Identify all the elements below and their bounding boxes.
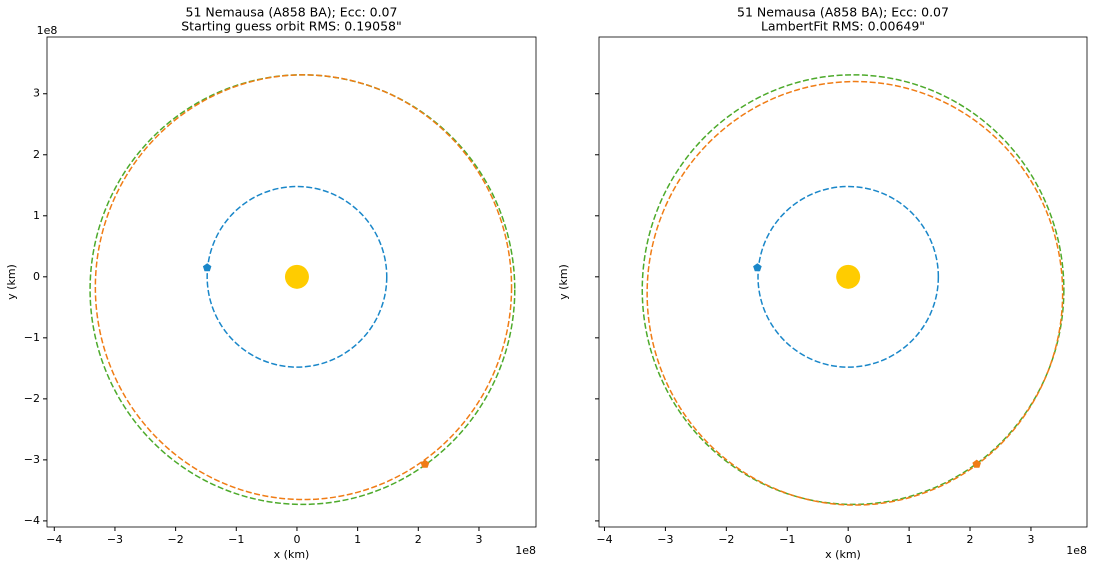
x-tick-label: 0 — [845, 533, 852, 546]
position-marker — [972, 459, 981, 468]
x-tick-label: −4 — [46, 533, 62, 546]
x-axis-label: x (km) — [274, 548, 310, 561]
x-tick-label: 3 — [475, 533, 482, 546]
x-tick-label: −1 — [228, 533, 244, 546]
x-tick-label: 1 — [354, 533, 361, 546]
chart-subtitle: Starting guess orbit RMS: 0.19058" — [181, 19, 401, 34]
y-tick-label: 1 — [33, 209, 40, 222]
x-tick-label: −3 — [657, 533, 673, 546]
chart-subtitle: LambertFit RMS: 0.00649" — [761, 19, 925, 34]
axes-frame — [598, 36, 1088, 528]
y-tick-label: −1 — [24, 331, 40, 344]
x-tick-label: −2 — [168, 533, 184, 546]
y-axis-label: y (km) — [557, 264, 570, 300]
orbit — [206, 185, 388, 368]
x-tick-label: 0 — [293, 533, 300, 546]
y-offset-label: 1e8 — [37, 24, 58, 37]
x-tick-label: −4 — [596, 533, 612, 546]
plot-marks — [641, 74, 1065, 506]
plot-marks — [89, 74, 516, 506]
x-tick-label: 2 — [967, 533, 974, 546]
y-tick-label: 3 — [33, 87, 40, 100]
x-offset-label: 1e8 — [1066, 544, 1087, 557]
x-tick-label: −2 — [718, 533, 734, 546]
orbit — [94, 74, 513, 501]
y-tick-label: 0 — [33, 270, 40, 283]
y-tick-label: −2 — [24, 392, 40, 405]
sun — [836, 264, 861, 289]
orbit — [757, 185, 940, 368]
x-tick-label: −3 — [107, 533, 123, 546]
y-axis-label: y (km) — [5, 264, 18, 300]
x-tick-label: −1 — [779, 533, 795, 546]
sun — [284, 264, 309, 289]
chart-title: 51 Nemausa (A858 BA); Ecc: 0.07 — [186, 5, 398, 20]
x-tick-label: 3 — [1027, 533, 1034, 546]
x-offset-label: 1e8 — [515, 544, 536, 557]
x-tick-label: 1 — [906, 533, 913, 546]
y-tick-label: 2 — [33, 148, 40, 161]
orbit — [641, 74, 1065, 506]
position-marker — [420, 459, 430, 468]
y-tick-label: −4 — [24, 514, 40, 527]
chart-title: 51 Nemausa (A858 BA); Ecc: 0.07 — [737, 5, 949, 20]
axes-frame — [46, 36, 537, 528]
position-marker — [753, 263, 762, 272]
x-axis-label: x (km) — [825, 548, 861, 561]
x-tick-label: 2 — [415, 533, 422, 546]
orbit — [646, 80, 1064, 506]
orbit — [89, 74, 516, 506]
y-tick-label: −3 — [24, 453, 40, 466]
position-marker — [202, 263, 212, 272]
